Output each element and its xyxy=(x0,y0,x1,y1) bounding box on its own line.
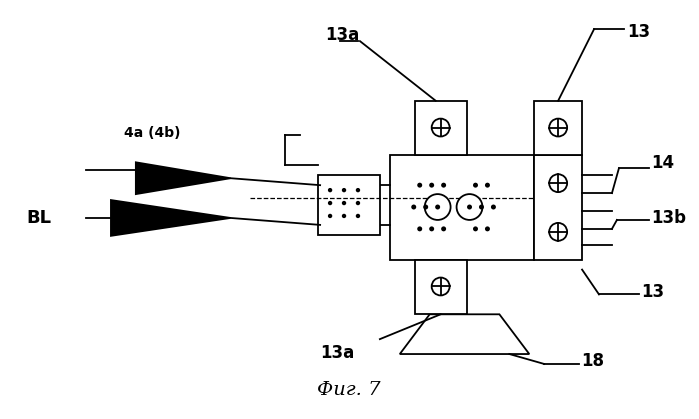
Text: Фиг. 7: Фиг. 7 xyxy=(317,381,381,399)
Circle shape xyxy=(485,183,490,188)
Circle shape xyxy=(473,183,478,188)
Circle shape xyxy=(417,183,422,188)
Circle shape xyxy=(423,204,428,210)
Text: 13a: 13a xyxy=(325,26,359,44)
Circle shape xyxy=(485,226,490,231)
Text: 14: 14 xyxy=(651,154,674,172)
Bar xyxy=(415,260,466,314)
Bar xyxy=(318,175,380,235)
Circle shape xyxy=(342,188,346,192)
Circle shape xyxy=(435,204,440,210)
Text: 4a (4b): 4a (4b) xyxy=(124,126,180,140)
Circle shape xyxy=(491,204,496,210)
Circle shape xyxy=(441,226,446,231)
Text: 13: 13 xyxy=(627,23,650,41)
Circle shape xyxy=(342,201,346,205)
Circle shape xyxy=(467,204,472,210)
Polygon shape xyxy=(136,162,231,194)
Text: BL: BL xyxy=(27,209,51,227)
Circle shape xyxy=(549,223,567,241)
Circle shape xyxy=(549,119,567,137)
Polygon shape xyxy=(400,314,529,354)
Circle shape xyxy=(432,277,449,295)
Circle shape xyxy=(429,226,434,231)
Circle shape xyxy=(425,194,451,220)
Polygon shape xyxy=(111,200,231,236)
Circle shape xyxy=(549,174,567,192)
Circle shape xyxy=(328,214,332,218)
Circle shape xyxy=(456,194,482,220)
Circle shape xyxy=(328,188,332,192)
Text: 13a: 13a xyxy=(320,344,354,362)
Circle shape xyxy=(429,183,434,188)
Circle shape xyxy=(441,183,446,188)
Circle shape xyxy=(473,226,478,231)
Circle shape xyxy=(417,226,422,231)
Circle shape xyxy=(356,214,360,218)
Bar xyxy=(534,101,582,155)
Bar xyxy=(390,155,534,260)
Circle shape xyxy=(479,204,484,210)
Text: 13: 13 xyxy=(641,283,664,301)
Circle shape xyxy=(342,214,346,218)
Circle shape xyxy=(356,188,360,192)
Bar xyxy=(415,101,466,155)
Text: 18: 18 xyxy=(581,352,604,370)
Circle shape xyxy=(356,201,360,205)
Circle shape xyxy=(432,119,449,137)
Bar xyxy=(534,155,582,260)
Circle shape xyxy=(411,204,416,210)
Circle shape xyxy=(328,201,332,205)
Text: 13b: 13b xyxy=(651,209,686,227)
